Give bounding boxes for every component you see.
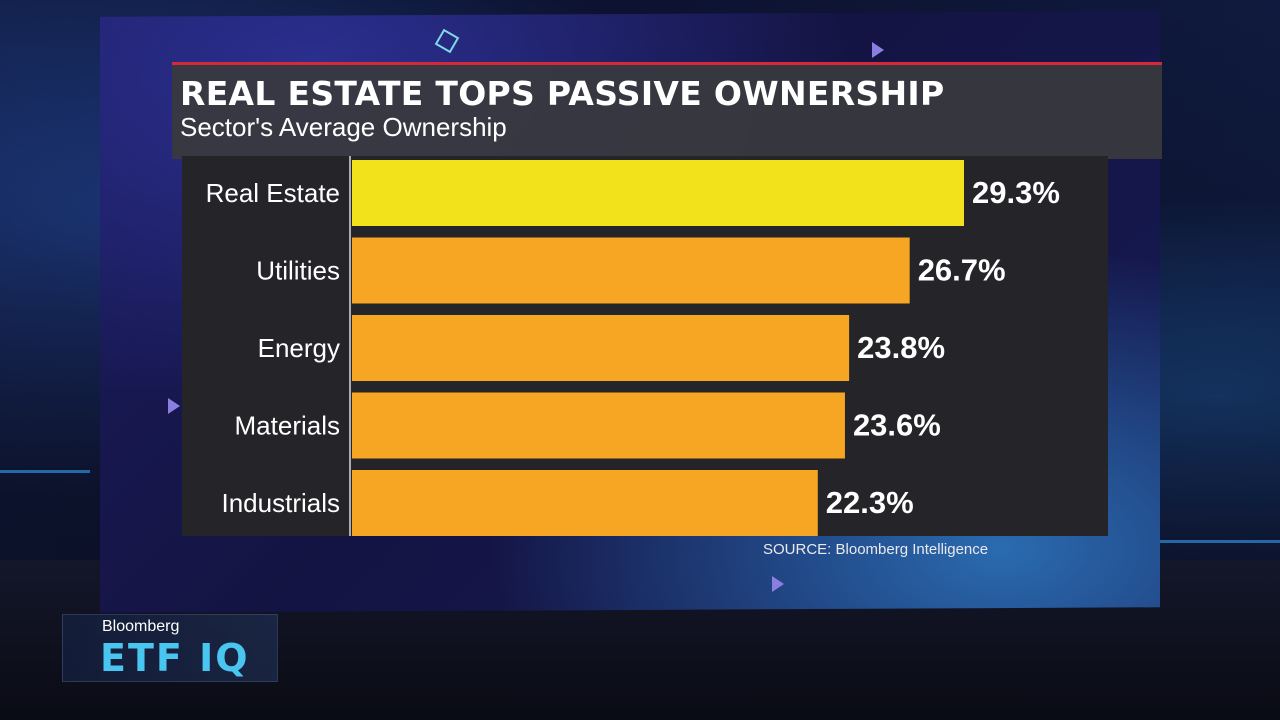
value-label: 29.3% [972, 175, 1060, 210]
chart-source: SOURCE: Bloomberg Intelligence [763, 541, 989, 558]
category-label: Energy [258, 333, 340, 363]
light-stripe-left [0, 470, 90, 473]
bar-materials [352, 392, 845, 459]
show-logo-box [62, 614, 278, 682]
triangle-decoration-icon [772, 576, 784, 592]
show-logo-text: ETF IQ [100, 636, 250, 680]
triangle-decoration-icon [872, 42, 884, 58]
value-label: 26.7% [918, 253, 1006, 288]
network-logo-text: Bloomberg [102, 618, 180, 635]
category-label: Real Estate [206, 178, 340, 208]
bar-energy [352, 315, 850, 381]
title-panel [172, 62, 1162, 159]
bar-utilities [352, 237, 910, 304]
triangle-decoration-icon [168, 398, 180, 414]
bar-real-estate [352, 160, 964, 226]
light-stripe-right [1160, 540, 1280, 543]
value-label: 23.6% [853, 408, 941, 443]
category-label: Materials [235, 411, 340, 441]
chart-title: REAL ESTATE TOPS PASSIVE OWNERSHIP [180, 74, 945, 113]
chart-subtitle: Sector's Average Ownership [180, 112, 507, 142]
bar-industrials [352, 470, 818, 536]
value-label: 22.3% [826, 485, 914, 520]
category-label: Industrials [222, 488, 341, 518]
category-label: Utilities [256, 256, 340, 286]
value-label: 23.8% [857, 330, 945, 365]
